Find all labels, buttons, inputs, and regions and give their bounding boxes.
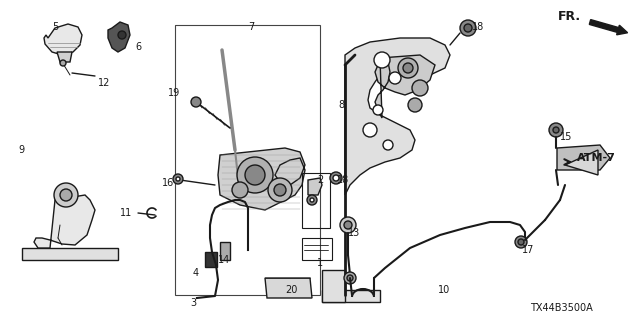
Text: 5: 5 bbox=[52, 22, 58, 32]
Circle shape bbox=[398, 58, 418, 78]
Circle shape bbox=[389, 72, 401, 84]
Circle shape bbox=[549, 123, 563, 137]
Circle shape bbox=[245, 165, 265, 185]
Text: 4: 4 bbox=[193, 268, 199, 278]
Circle shape bbox=[232, 182, 248, 198]
Polygon shape bbox=[22, 248, 118, 260]
Text: 17: 17 bbox=[522, 245, 534, 255]
Polygon shape bbox=[345, 38, 450, 195]
Circle shape bbox=[60, 189, 72, 201]
Text: 7: 7 bbox=[248, 22, 254, 32]
Text: 15: 15 bbox=[560, 132, 572, 142]
Text: 2: 2 bbox=[317, 175, 323, 185]
Circle shape bbox=[373, 105, 383, 115]
Circle shape bbox=[118, 31, 126, 39]
Circle shape bbox=[344, 221, 352, 229]
Text: 9: 9 bbox=[18, 145, 24, 155]
Bar bbox=[205, 252, 217, 267]
Bar bbox=[302, 238, 332, 260]
Circle shape bbox=[515, 236, 527, 248]
Text: 20: 20 bbox=[285, 285, 298, 295]
Circle shape bbox=[268, 178, 292, 202]
Polygon shape bbox=[308, 178, 322, 195]
Bar bbox=[175, 25, 320, 295]
Circle shape bbox=[347, 275, 353, 281]
Text: 8: 8 bbox=[338, 100, 344, 110]
Polygon shape bbox=[34, 195, 95, 248]
Circle shape bbox=[464, 24, 472, 32]
Circle shape bbox=[330, 172, 342, 184]
Text: 6: 6 bbox=[135, 42, 141, 52]
Text: 10: 10 bbox=[438, 285, 451, 295]
Polygon shape bbox=[322, 290, 380, 302]
Text: 14: 14 bbox=[218, 255, 230, 265]
Bar bbox=[302, 173, 330, 228]
Polygon shape bbox=[108, 22, 130, 52]
Circle shape bbox=[408, 98, 422, 112]
Text: TX44B3500A: TX44B3500A bbox=[530, 303, 593, 313]
Polygon shape bbox=[44, 24, 82, 55]
Text: 12: 12 bbox=[98, 78, 110, 88]
Circle shape bbox=[307, 195, 317, 205]
Text: 18: 18 bbox=[337, 175, 349, 185]
Circle shape bbox=[374, 52, 390, 68]
Polygon shape bbox=[218, 148, 305, 210]
Circle shape bbox=[274, 184, 286, 196]
Polygon shape bbox=[57, 52, 72, 62]
Circle shape bbox=[403, 63, 413, 73]
Text: 13: 13 bbox=[348, 228, 360, 238]
Text: 11: 11 bbox=[120, 208, 132, 218]
Circle shape bbox=[333, 175, 339, 181]
Circle shape bbox=[54, 183, 78, 207]
Polygon shape bbox=[557, 145, 610, 170]
Circle shape bbox=[412, 80, 428, 96]
Circle shape bbox=[518, 239, 524, 245]
Circle shape bbox=[344, 272, 356, 284]
Circle shape bbox=[173, 174, 183, 184]
Circle shape bbox=[340, 217, 356, 233]
Polygon shape bbox=[265, 278, 312, 298]
Polygon shape bbox=[375, 55, 435, 118]
Text: 3: 3 bbox=[190, 298, 196, 308]
Circle shape bbox=[460, 20, 476, 36]
Circle shape bbox=[191, 97, 201, 107]
Circle shape bbox=[383, 140, 393, 150]
Text: 18: 18 bbox=[472, 22, 484, 32]
Circle shape bbox=[60, 60, 66, 66]
Text: FR.: FR. bbox=[558, 10, 581, 23]
FancyArrow shape bbox=[589, 20, 628, 35]
Text: 1: 1 bbox=[317, 258, 323, 268]
Polygon shape bbox=[565, 150, 598, 175]
Polygon shape bbox=[322, 270, 345, 302]
Circle shape bbox=[237, 157, 273, 193]
Bar bbox=[220, 242, 230, 260]
Circle shape bbox=[176, 177, 180, 181]
Text: 16: 16 bbox=[162, 178, 174, 188]
Circle shape bbox=[310, 198, 314, 202]
Circle shape bbox=[553, 127, 559, 133]
Text: 19: 19 bbox=[168, 88, 180, 98]
Circle shape bbox=[363, 123, 377, 137]
Text: ATM-7: ATM-7 bbox=[577, 153, 616, 163]
